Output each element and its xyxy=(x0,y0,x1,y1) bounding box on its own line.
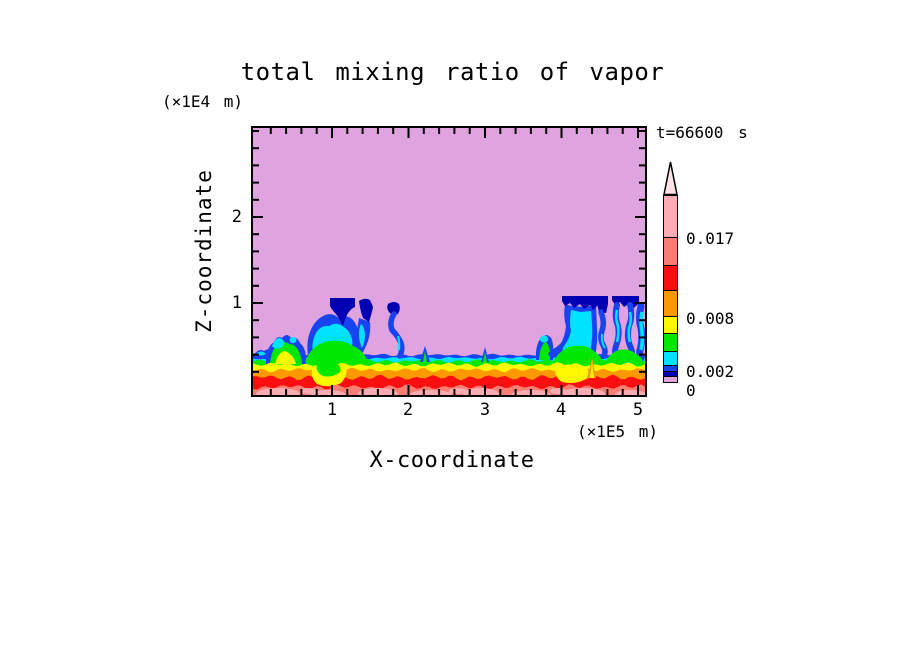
x-axis-title: X-coordinate xyxy=(369,448,535,473)
colorbar-segment-yellow xyxy=(663,316,678,334)
mound xyxy=(310,390,346,395)
plume-shape xyxy=(562,310,593,352)
plume-shape xyxy=(305,340,367,362)
colorbar-segment-red xyxy=(663,265,678,291)
colorbar-label-0017: 0.017 xyxy=(686,229,735,248)
plume-filament-core xyxy=(397,335,401,351)
x-tick-label-1: 1 xyxy=(326,400,338,420)
mound xyxy=(449,388,467,394)
colorbar xyxy=(663,161,678,383)
y-tick-label-2: 2 xyxy=(231,207,242,227)
subsurface-pockets xyxy=(311,357,596,387)
axis-tick-marks xyxy=(253,128,645,395)
plume-shape xyxy=(553,345,603,362)
colorbar-segment-salmon xyxy=(663,237,678,266)
x-tick-label-2: 2 xyxy=(402,400,414,420)
y-tick-label-1: 1 xyxy=(231,293,242,313)
pocket-spike xyxy=(590,362,594,378)
colorbar-label-0: 0 xyxy=(686,381,696,400)
mound xyxy=(550,388,566,394)
colorbar-overflow-arrow xyxy=(663,161,678,195)
plume-shape xyxy=(275,351,296,364)
spike xyxy=(423,351,427,362)
colorbar-segment-violet xyxy=(663,376,678,383)
colorbar-segments xyxy=(663,195,678,383)
plot-area xyxy=(251,126,647,397)
pocket xyxy=(555,364,589,383)
y-axis-unit-label: (×1E4 m) xyxy=(162,92,244,111)
plume-filament-core xyxy=(639,311,645,351)
plume-shape xyxy=(605,349,643,362)
plume-anvil xyxy=(562,296,608,310)
time-label: t=66600 s xyxy=(656,123,748,142)
plume-shape xyxy=(359,324,365,348)
colorbar-label-0008: 0.008 xyxy=(686,309,735,328)
chart-title: total mixing ratio of vapor xyxy=(240,58,665,86)
colorbar-segment-orange xyxy=(663,290,678,317)
x-tick-label-5: 5 xyxy=(632,400,644,420)
mound xyxy=(256,388,300,395)
plume-filament-core xyxy=(600,333,606,349)
plume-filament-core xyxy=(627,311,633,343)
plume-shape xyxy=(359,298,373,322)
contour-field xyxy=(253,128,645,395)
plume-shape xyxy=(387,302,400,315)
colorbar-segment-green xyxy=(663,333,678,352)
colorbar-segment-pink xyxy=(663,195,678,238)
x-tick-label-3: 3 xyxy=(479,400,491,420)
x-tick-label-4: 4 xyxy=(555,400,567,420)
plume-filament-core xyxy=(614,309,620,343)
plume-shape xyxy=(540,335,548,343)
x-axis-unit-label: (×1E5 m) xyxy=(576,422,658,441)
pocket xyxy=(316,362,341,377)
plume-shape xyxy=(539,342,550,360)
mound xyxy=(300,388,316,394)
spike xyxy=(483,352,487,362)
plume-shape xyxy=(272,338,285,349)
convective-plumes xyxy=(253,296,645,364)
colorbar-label-0002: 0.002 xyxy=(686,362,735,381)
mound xyxy=(463,388,499,395)
plume-shape xyxy=(330,298,355,327)
mound xyxy=(561,388,605,395)
plume-shape xyxy=(289,337,297,343)
mound xyxy=(409,390,453,395)
colorbar-segment-cyan xyxy=(663,351,678,366)
y-axis-title: Z-coordinate xyxy=(192,169,216,333)
arrow-up-icon xyxy=(663,161,678,195)
